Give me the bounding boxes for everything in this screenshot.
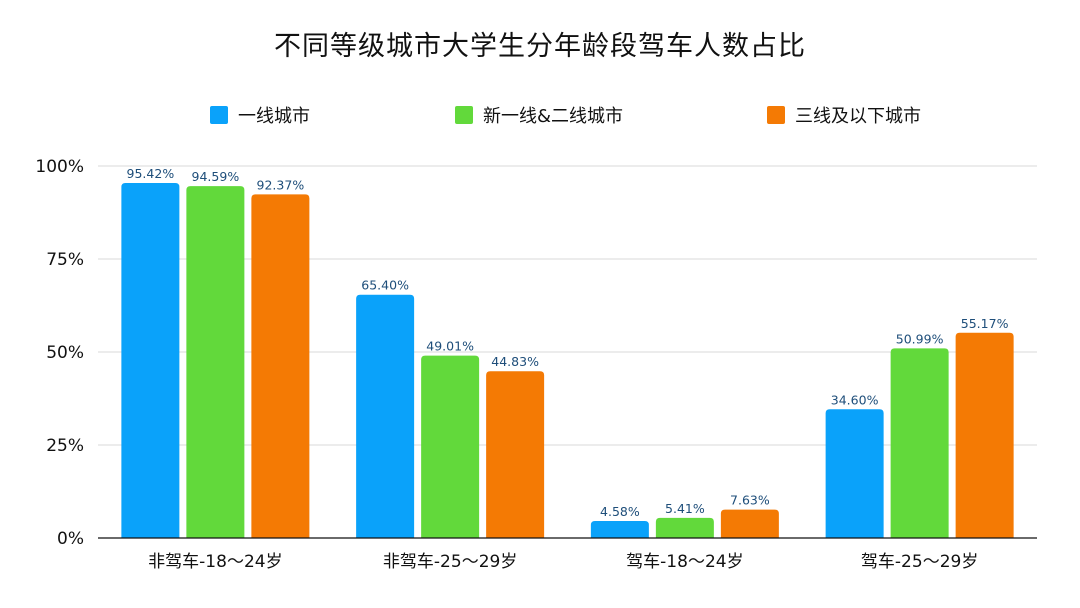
legend-item-tier2: 新一线&二线城市 xyxy=(455,100,623,130)
bar xyxy=(486,371,545,538)
x-tick-label: 非驾车-18～24岁 xyxy=(148,552,282,572)
data-label: 7.63% xyxy=(730,493,770,508)
y-tick-label: 50% xyxy=(46,343,84,363)
data-label: 94.59% xyxy=(192,169,240,184)
bar xyxy=(251,194,310,538)
chart-title: 不同等级城市大学生分年龄段驾车人数占比 xyxy=(274,31,806,62)
bar xyxy=(720,509,779,538)
axis-layer: 0% 25% 50% 75% 100% 非驾车-18～24岁 非驾车-25～29岁 驾车-18… xyxy=(35,157,1037,572)
bar xyxy=(590,520,649,538)
legend-swatch-tier1 xyxy=(210,106,228,124)
bars-layer xyxy=(121,183,1014,539)
data-label: 92.37% xyxy=(257,177,305,192)
data-label: 55.17% xyxy=(961,316,1009,331)
legend-swatch-tier3 xyxy=(767,106,785,124)
data-label: 34.60% xyxy=(831,392,879,407)
legend-label-tier1: 一线城市 xyxy=(238,106,310,127)
legend-label-tier2: 新一线&二线城市 xyxy=(483,106,624,127)
bar xyxy=(655,517,714,538)
bar xyxy=(890,348,949,538)
bar xyxy=(825,409,884,538)
x-tick-label: 驾车-25～29岁 xyxy=(861,552,978,572)
data-label: 95.42% xyxy=(127,166,175,181)
bar xyxy=(186,186,245,539)
legend: 一线城市 新一线&二线城市 三线及以下城市 xyxy=(0,100,1080,130)
bar xyxy=(421,355,480,538)
bar xyxy=(121,183,180,538)
bar xyxy=(955,332,1014,538)
labels-layer: 95.42% 94.59% 92.37% 65.40% 49.01% 44.83% 4.58… xyxy=(127,166,1009,519)
legend-item-tier3: 三线及以下城市 xyxy=(767,100,921,130)
bar xyxy=(356,294,415,538)
x-tick-label: 驾车-18～24岁 xyxy=(626,552,743,572)
data-label: 44.83% xyxy=(491,354,539,369)
legend-swatch-tier2 xyxy=(455,106,473,124)
y-tick-label: 100% xyxy=(35,157,84,177)
y-tick-label: 25% xyxy=(46,436,84,456)
legend-item-tier1: 一线城市 xyxy=(210,100,310,130)
data-label: 5.41% xyxy=(665,501,705,516)
data-label: 50.99% xyxy=(896,331,944,346)
y-tick-label: 0% xyxy=(57,529,84,549)
legend-label-tier3: 三线及以下城市 xyxy=(795,106,921,127)
data-label: 65.40% xyxy=(361,278,409,293)
x-tick-label: 非驾车-25～29岁 xyxy=(383,552,517,572)
y-tick-label: 75% xyxy=(46,250,84,270)
data-label: 49.01% xyxy=(426,339,474,354)
data-label: 4.58% xyxy=(600,504,640,519)
